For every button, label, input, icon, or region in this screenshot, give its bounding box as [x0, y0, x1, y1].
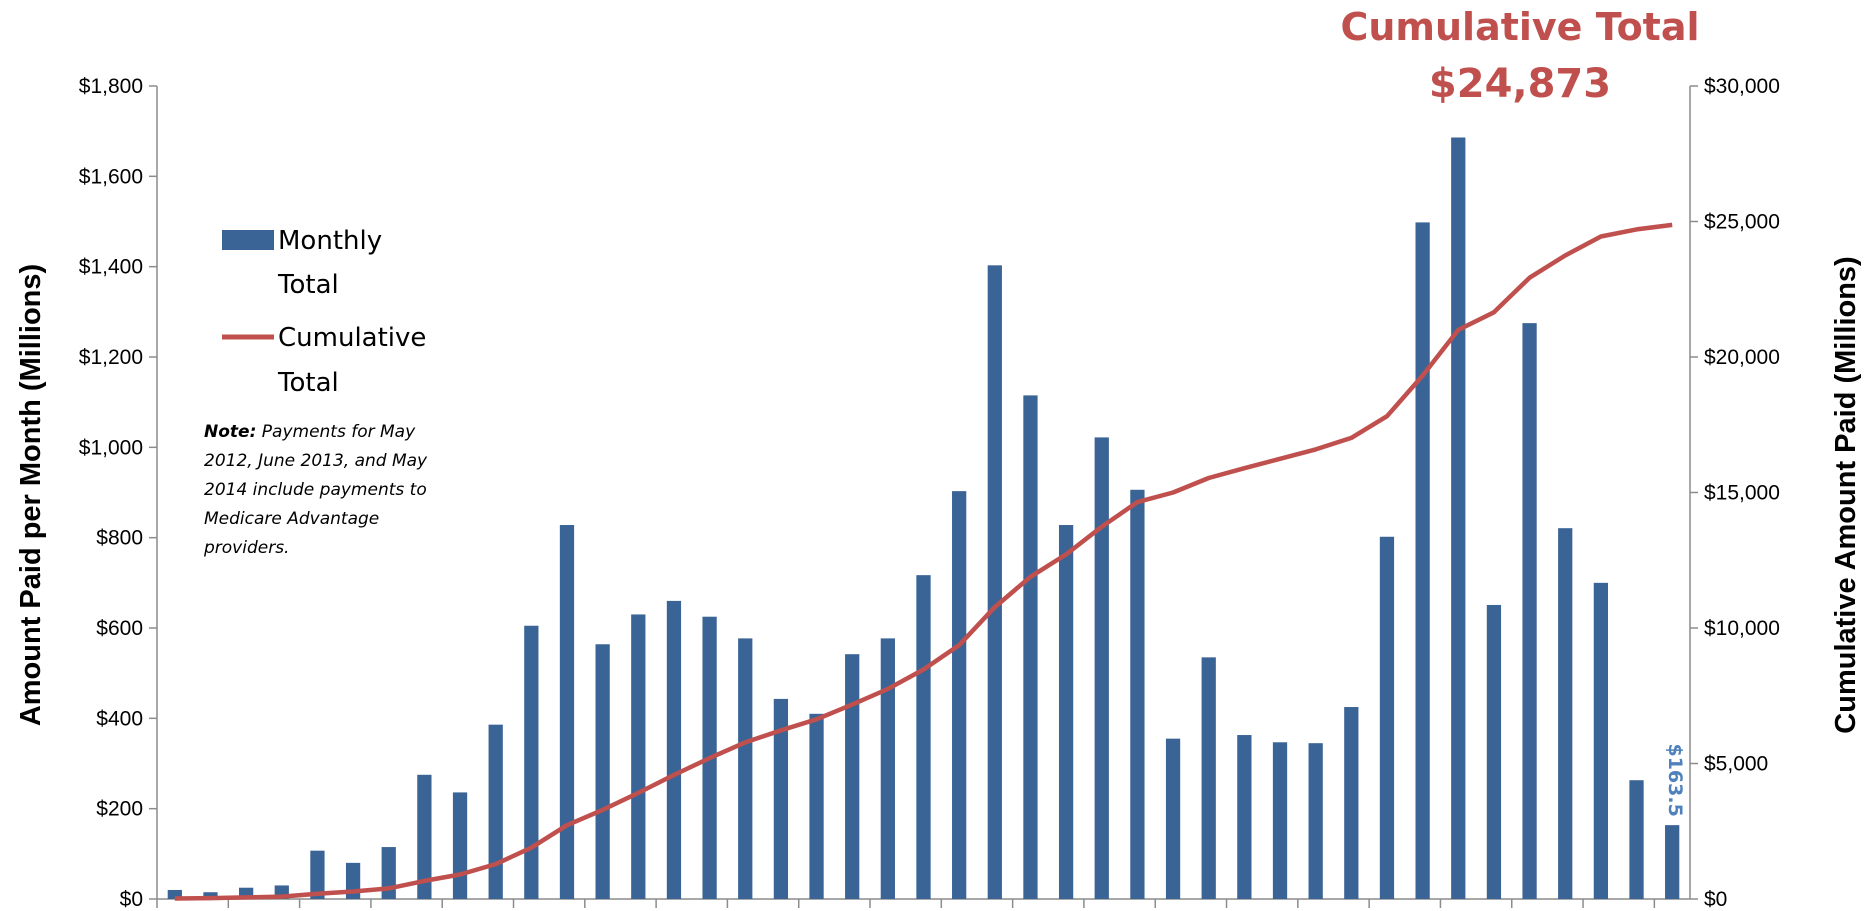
y-tick-label: $1,600 [79, 165, 143, 188]
monthly-bar [595, 644, 610, 899]
monthly-bar [1486, 604, 1502, 899]
monthly-bar [1629, 780, 1644, 899]
y2-tick-label: $5,000 [1704, 753, 1768, 776]
y-tick-label: $200 [96, 798, 143, 821]
y-tick-label: $0 [120, 888, 143, 911]
monthly-bar [1451, 137, 1466, 900]
y-axis-title: Amount Paid per Month (Millions) [15, 264, 47, 726]
monthly-bar [488, 724, 503, 899]
monthly-bar [310, 850, 325, 899]
cumulative-line [174, 222, 1673, 901]
cumulative-line-group [174, 222, 1673, 901]
note-line-1: Note: Payments for May [204, 422, 416, 442]
note-line-3: 2014 include payments to [204, 480, 427, 500]
y2-tick-label: $15,000 [1704, 482, 1780, 505]
monthly-bar [1558, 528, 1573, 899]
y2-tick-label: $0 [1704, 888, 1727, 911]
note-line-5: providers. [203, 538, 289, 558]
monthly-bar [1415, 222, 1430, 900]
monthly-bar [524, 625, 539, 899]
monthly-bar [987, 265, 1002, 900]
axes: $0 $200 $400 $600 $800 $1,000 $1,200 $1,400 $1,6… [79, 75, 1780, 911]
monthly-bar [1165, 738, 1181, 899]
monthly-bar [1201, 657, 1216, 899]
monthly-bar [1130, 489, 1145, 899]
y2-tick-label: $30,000 [1704, 75, 1780, 98]
monthly-bar [952, 491, 967, 899]
monthly-bar [631, 614, 646, 899]
monthly-bar [167, 889, 182, 899]
y2-axis-title: Cumulative Amount Paid (Millions) [1830, 256, 1862, 733]
y-tick-label: $1,800 [79, 75, 143, 98]
y-tick-label: $1,400 [79, 256, 143, 279]
monthly-bar [452, 792, 468, 899]
monthly-bar [666, 600, 682, 899]
note-label: Note: [204, 422, 256, 442]
monthly-bar [203, 892, 218, 899]
monthly-bar [738, 638, 753, 899]
legend-label-monthly-1: Monthly [278, 226, 382, 256]
legend-label-cumulative-2: Total [277, 368, 339, 398]
monthly-bar [1272, 742, 1288, 899]
note-line-4: Medicare Advantage [204, 509, 379, 529]
monthly-bar [1058, 525, 1074, 899]
monthly-bar [773, 698, 789, 899]
monthly-bar [417, 774, 432, 899]
monthly-bar [381, 847, 396, 899]
y-tick-label: $1,000 [79, 436, 143, 459]
monthly-bar [845, 654, 860, 899]
note: Note: Payments for May 2012, June 2013, … [203, 422, 428, 558]
monthly-bar [1665, 825, 1680, 899]
note-line-2: 2012, June 2013, and May [204, 451, 428, 471]
monthly-bar [1379, 536, 1395, 899]
monthly-bar [238, 887, 254, 899]
monthly-bar [1522, 323, 1537, 899]
monthly-bar [559, 525, 575, 899]
legend-swatch-monthly [222, 230, 274, 250]
monthly-bar [809, 713, 824, 899]
y-tick-label: $600 [96, 617, 143, 640]
y2-tick-label: $20,000 [1704, 346, 1780, 369]
y-tick-label: $1,200 [79, 346, 143, 369]
monthly-bar [1308, 743, 1323, 899]
note-line-1-text: Payments for May [256, 422, 416, 442]
y2-tick-label: $10,000 [1704, 617, 1780, 640]
monthly-bar [880, 638, 895, 899]
y2-tick-label: $25,000 [1704, 211, 1780, 234]
monthly-bar [1094, 437, 1109, 899]
legend-label-cumulative-1: Cumulative [278, 323, 426, 353]
legend-label-monthly-2: Total [277, 270, 339, 300]
y-tick-label: $800 [96, 527, 143, 550]
headline-title: Cumulative Total [1340, 5, 1699, 49]
monthly-bar [1593, 582, 1609, 899]
last-bar-value-label: $163.5 [1664, 743, 1686, 816]
monthly-bar [1344, 707, 1359, 899]
monthly-bar [1237, 735, 1252, 899]
bars-group [167, 137, 1680, 900]
monthly-bar [1023, 395, 1038, 899]
legend: Monthly Total Cumulative Total [222, 226, 426, 398]
monthly-bar [916, 575, 931, 899]
headline-total: $24,873 [1429, 61, 1611, 107]
y-tick-label: $400 [96, 707, 143, 730]
